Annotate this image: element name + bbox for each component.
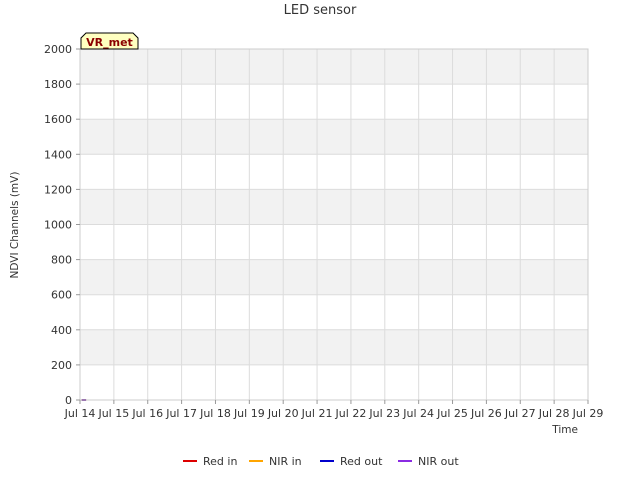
x-tick-label: Jul 23 [368,407,400,420]
x-tick-label: Jul 22 [335,407,367,420]
x-tick-label: Jul 24 [402,407,434,420]
y-tick-label: 1600 [44,113,72,126]
x-tick-label: Jul 28 [538,407,570,420]
y-axis-label: NDVI Channels (mV) [9,172,21,279]
x-tick-label: Jul 19 [233,407,265,420]
y-tick-label: 1400 [44,148,72,161]
x-tick-label: Jul 20 [267,407,299,420]
x-tick-label: Jul 17 [165,407,197,420]
x-tick-label: Jul 18 [199,407,231,420]
y-tick-label: 200 [51,359,72,372]
station-badge: VR_met [80,32,139,50]
x-tick-label: Jul 15 [97,407,129,420]
background-band [80,329,588,365]
x-tick-label: Jul 29 [572,407,604,420]
x-tick-label: Jul 25 [436,407,468,420]
badge-label: VR_met [86,36,133,49]
legend[interactable]: Red in NIR in Red out NIR out [183,455,459,468]
y-tick-label: 400 [51,324,72,337]
x-tick-label: Jul 16 [131,407,163,420]
legend-label[interactable]: NIR in [269,455,302,468]
legend-label[interactable]: NIR out [418,455,459,468]
y-tick-label: 1800 [44,78,72,91]
y-tick-label: 600 [51,289,72,302]
x-tick-label: Jul 27 [504,407,536,420]
y-tick-label: 2000 [44,43,72,56]
chart-title: LED sensor [284,3,357,18]
x-tick-label: Jul 14 [64,407,96,420]
y-tick-label: 1200 [44,183,72,196]
plot-background-bands [80,49,588,365]
badge-shape [80,32,139,50]
x-axis-label: Time [551,424,578,436]
y-tick-label: 1000 [44,219,72,232]
x-tick-label: Jul 21 [301,407,333,420]
legend-label[interactable]: Red out [340,455,383,468]
y-axis-ticks: 0 200 400 600 800 1000 1200 1400 1600 1800 2000 [44,43,80,407]
background-band [80,49,588,85]
background-band [80,119,588,155]
legend-label[interactable]: Red in [203,455,237,468]
y-tick-label: 0 [65,394,72,407]
background-band [80,189,588,225]
x-tick-label: Jul 26 [470,407,502,420]
x-axis-ticks: Jul 14 Jul 15 Jul 16 Jul 17 Jul 18 Jul 19 Jul … [64,400,604,420]
y-tick-label: 800 [51,254,72,267]
background-band [80,259,588,295]
